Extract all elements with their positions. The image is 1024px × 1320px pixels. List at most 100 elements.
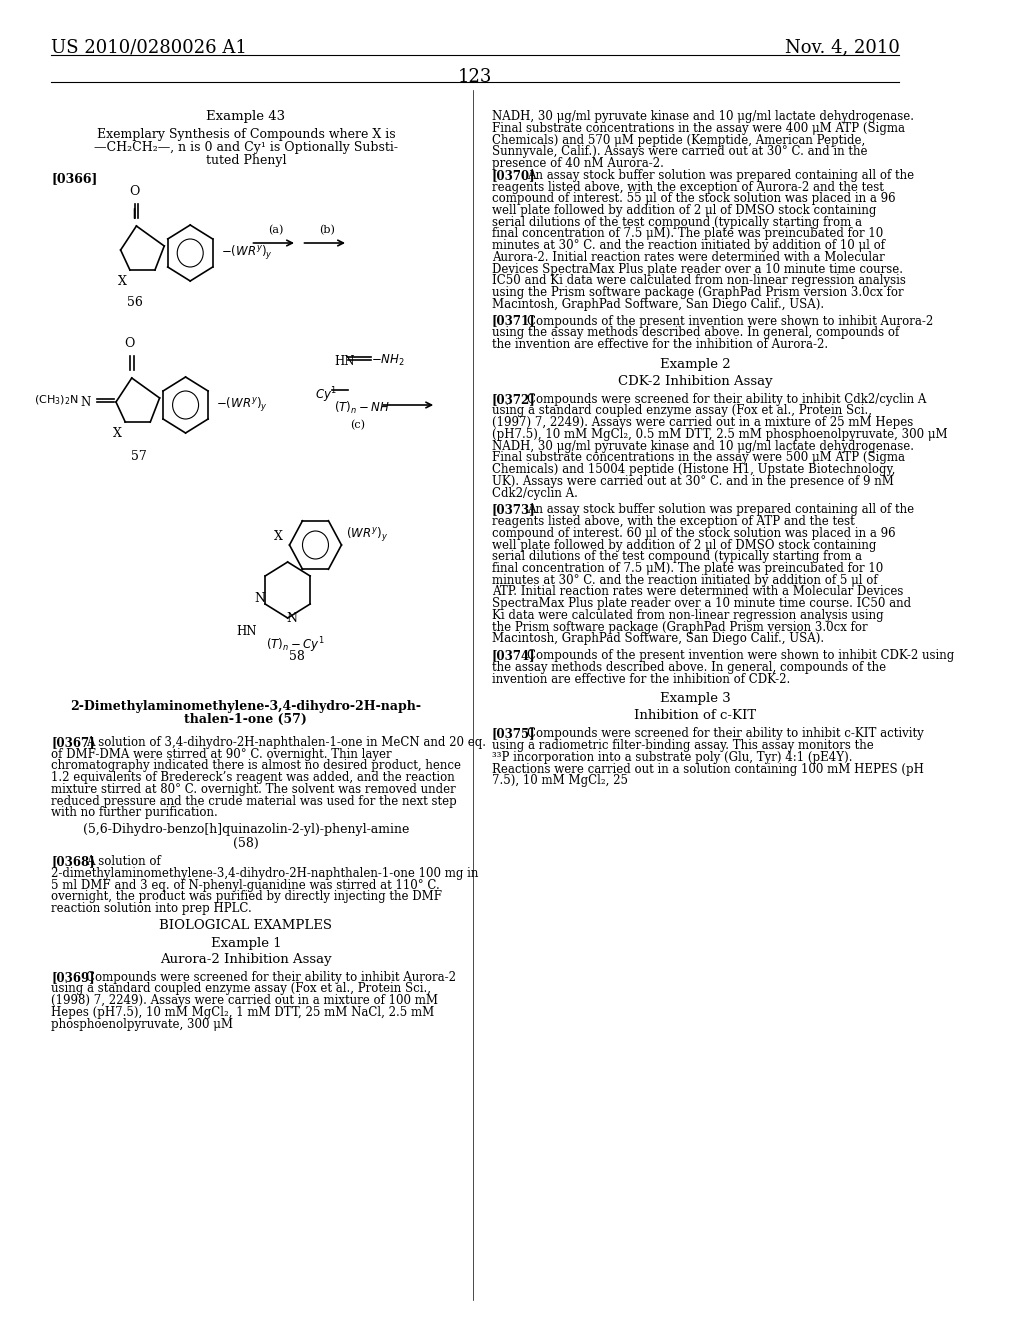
Text: well plate followed by addition of 2 μl of DMSO stock containing: well plate followed by addition of 2 μl … xyxy=(492,205,877,216)
Text: tuted Phenyl: tuted Phenyl xyxy=(206,154,286,168)
Text: UK). Assays were carried out at 30° C. and in the presence of 9 nM: UK). Assays were carried out at 30° C. a… xyxy=(492,475,894,488)
Text: the Prism software package (GraphPad Prism version 3.0cx for: the Prism software package (GraphPad Pri… xyxy=(492,620,867,634)
Text: Nov. 4, 2010: Nov. 4, 2010 xyxy=(785,38,900,55)
Text: [0374]: [0374] xyxy=(492,649,536,663)
Text: Compounds were screened for their ability to inhibit Cdk2/cyclin A: Compounds were screened for their abilit… xyxy=(527,393,927,405)
Text: O: O xyxy=(125,337,135,350)
Text: Aurora-2. Initial reaction rates were determined with a Molecular: Aurora-2. Initial reaction rates were de… xyxy=(492,251,885,264)
Text: minutes at 30° C. and the reaction initiated by addition of 5 μl of: minutes at 30° C. and the reaction initi… xyxy=(492,574,878,586)
Text: NADH, 30 μg/ml pyruvate kinase and 10 μg/ml lactate dehydrogenase.: NADH, 30 μg/ml pyruvate kinase and 10 μg… xyxy=(492,440,913,453)
Text: $-(WR^y)_y$: $-(WR^y)_y$ xyxy=(216,396,268,414)
Text: N: N xyxy=(81,396,91,408)
Text: Final substrate concentrations in the assay were 400 μM ATP (Sigma: Final substrate concentrations in the as… xyxy=(492,121,905,135)
Text: NADH, 30 μg/ml pyruvate kinase and 10 μg/ml lactate dehydrogenase.: NADH, 30 μg/ml pyruvate kinase and 10 μg… xyxy=(492,110,913,123)
Text: [0368]: [0368] xyxy=(51,855,94,869)
Text: 2-Dimethylaminomethylene-3,4-dihydro-2H-naph-: 2-Dimethylaminomethylene-3,4-dihydro-2H-… xyxy=(71,700,422,713)
Text: reagents listed above, with the exception of Aurora-2 and the test: reagents listed above, with the exceptio… xyxy=(492,181,884,194)
Text: presence of 40 nM Aurora-2.: presence of 40 nM Aurora-2. xyxy=(492,157,664,170)
Text: Inhibition of c-KIT: Inhibition of c-KIT xyxy=(635,709,757,722)
Text: X: X xyxy=(114,426,122,440)
Text: [0372]: [0372] xyxy=(492,393,536,405)
Text: compound of interest. 55 μl of the stock solution was placed in a 96: compound of interest. 55 μl of the stock… xyxy=(492,193,895,205)
Text: Cdk2/cyclin A.: Cdk2/cyclin A. xyxy=(492,487,578,499)
Text: the invention are effective for the inhibition of Aurora-2.: the invention are effective for the inhi… xyxy=(492,338,827,351)
Text: (pH7.5), 10 mM MgCl₂, 0.5 mM DTT, 2.5 mM phosphoenolpyruvate, 300 μM: (pH7.5), 10 mM MgCl₂, 0.5 mM DTT, 2.5 mM… xyxy=(492,428,947,441)
Text: serial dilutions of the test compound (typically starting from a: serial dilutions of the test compound (t… xyxy=(492,550,862,564)
Text: BIOLOGICAL EXAMPLES: BIOLOGICAL EXAMPLES xyxy=(160,919,333,932)
Text: 1.2 equivalents of Bredereck’s reagent was added, and the reaction: 1.2 equivalents of Bredereck’s reagent w… xyxy=(51,771,455,784)
Text: US 2010/0280026 A1: US 2010/0280026 A1 xyxy=(51,38,247,55)
Text: with no further purification.: with no further purification. xyxy=(51,807,218,820)
Text: $\mathrm{(CH_3)_2N}$: $\mathrm{(CH_3)_2N}$ xyxy=(34,393,79,407)
Text: well plate followed by addition of 2 μl of DMSO stock containing: well plate followed by addition of 2 μl … xyxy=(492,539,877,552)
Text: Final substrate concentrations in the assay were 500 μM ATP (Sigma: Final substrate concentrations in the as… xyxy=(492,451,905,465)
Text: Hepes (pH7.5), 10 mM MgCl₂, 1 mM DTT, 25 mM NaCl, 2.5 mM: Hepes (pH7.5), 10 mM MgCl₂, 1 mM DTT, 25… xyxy=(51,1006,434,1019)
Text: reagents listed above, with the exception of ATP and the test: reagents listed above, with the exceptio… xyxy=(492,515,854,528)
Text: Example 3: Example 3 xyxy=(660,692,731,705)
Text: N: N xyxy=(287,611,298,624)
Text: 7.5), 10 mM MgCl₂, 25: 7.5), 10 mM MgCl₂, 25 xyxy=(492,775,628,787)
Text: reaction solution into prep HPLC.: reaction solution into prep HPLC. xyxy=(51,902,252,915)
Text: (c): (c) xyxy=(350,420,365,430)
Text: [0369]: [0369] xyxy=(51,970,94,983)
Text: using the assay methods described above. In general, compounds of: using the assay methods described above.… xyxy=(492,326,899,339)
Text: An assay stock buffer solution was prepared containing all of the: An assay stock buffer solution was prepa… xyxy=(527,169,914,182)
Text: $(T)_n-NH$: $(T)_n-NH$ xyxy=(334,400,390,416)
Text: A solution of: A solution of xyxy=(86,855,161,869)
Text: using a standard coupled enzyme assay (Fox et al., Protein Sci.,: using a standard coupled enzyme assay (F… xyxy=(492,404,871,417)
Text: SpectraMax Plus plate reader over a 10 minute time course. IC50 and: SpectraMax Plus plate reader over a 10 m… xyxy=(492,597,911,610)
Text: ³³P incorporation into a substrate poly (Glu, Tyr) 4:1 (pE4Y).: ³³P incorporation into a substrate poly … xyxy=(492,751,852,764)
Text: X: X xyxy=(118,275,127,288)
Text: Example 1: Example 1 xyxy=(211,937,282,950)
Text: 57: 57 xyxy=(131,450,147,463)
Text: (a): (a) xyxy=(268,224,284,235)
Text: (58): (58) xyxy=(233,837,259,850)
Text: 56: 56 xyxy=(127,296,142,309)
Text: X: X xyxy=(274,531,283,543)
Text: chromatography indicated there is almost no desired product, hence: chromatography indicated there is almost… xyxy=(51,759,461,772)
Text: 2-dimethylaminomethylene-3,4-dihydro-2H-naphthalen-1-one 100 mg in: 2-dimethylaminomethylene-3,4-dihydro-2H-… xyxy=(51,867,478,880)
Text: Chemicals) and 15004 peptide (Histone H1, Upstate Biotechnology,: Chemicals) and 15004 peptide (Histone H1… xyxy=(492,463,895,477)
Text: [0373]: [0373] xyxy=(492,503,536,516)
Text: Macintosh, GraphPad Software, San Diego Calif., USA).: Macintosh, GraphPad Software, San Diego … xyxy=(492,298,824,310)
Text: mixture stirred at 80° C. overnight. The solvent was removed under: mixture stirred at 80° C. overnight. The… xyxy=(51,783,456,796)
Text: overnight, the product was purified by directly injecting the DMF: overnight, the product was purified by d… xyxy=(51,890,442,903)
Text: final concentration of 7.5 μM). The plate was preincubated for 10: final concentration of 7.5 μM). The plat… xyxy=(492,227,883,240)
Text: (b): (b) xyxy=(319,224,335,235)
Text: Compounds were screened for their ability to inhibit Aurora-2: Compounds were screened for their abilit… xyxy=(86,970,457,983)
Text: final concentration of 7.5 μM). The plate was preincubated for 10: final concentration of 7.5 μM). The plat… xyxy=(492,562,883,576)
Text: [0366]: [0366] xyxy=(51,172,97,185)
Text: using a standard coupled enzyme assay (Fox et al., Protein Sci.,: using a standard coupled enzyme assay (F… xyxy=(51,982,431,995)
Text: compound of interest. 60 μl of the stock solution was placed in a 96: compound of interest. 60 μl of the stock… xyxy=(492,527,895,540)
Text: [0375]: [0375] xyxy=(492,727,536,741)
Text: $-NH_2$: $-NH_2$ xyxy=(371,352,406,367)
Text: Reactions were carried out in a solution containing 100 mM HEPES (pH: Reactions were carried out in a solution… xyxy=(492,763,924,776)
Text: HN: HN xyxy=(237,624,257,638)
Text: N: N xyxy=(254,591,265,605)
Text: CDK-2 Inhibition Assay: CDK-2 Inhibition Assay xyxy=(618,375,773,388)
Text: HN: HN xyxy=(334,355,354,368)
Text: $(T)_n-Cy^1$: $(T)_n-Cy^1$ xyxy=(266,635,325,655)
Text: Ki data were calculated from non-linear regression analysis using: Ki data were calculated from non-linear … xyxy=(492,609,884,622)
Text: reduced pressure and the crude material was used for the next step: reduced pressure and the crude material … xyxy=(51,795,457,808)
Text: [0371]: [0371] xyxy=(492,314,536,327)
Text: (1997) 7, 2249). Assays were carried out in a mixture of 25 mM Hepes: (1997) 7, 2249). Assays were carried out… xyxy=(492,416,913,429)
Text: Sunnyvale, Calif.). Assays were carried out at 30° C. and in the: Sunnyvale, Calif.). Assays were carried … xyxy=(492,145,867,158)
Text: ATP. Initial reaction rates were determined with a Molecular Devices: ATP. Initial reaction rates were determi… xyxy=(492,586,903,598)
Text: Macintosh, GraphPad Software, San Diego Calif., USA).: Macintosh, GraphPad Software, San Diego … xyxy=(492,632,824,645)
Text: $-(WR^y)_y$: $-(WR^y)_y$ xyxy=(221,244,272,261)
Text: 58: 58 xyxy=(289,649,305,663)
Text: —CH₂CH₂—, n is 0 and Cy¹ is Optionally Substi-: —CH₂CH₂—, n is 0 and Cy¹ is Optionally S… xyxy=(94,141,398,154)
Text: 123: 123 xyxy=(458,69,493,86)
Text: $Cy^1$: $Cy^1$ xyxy=(315,385,338,405)
Text: the assay methods described above. In general, compounds of the: the assay methods described above. In ge… xyxy=(492,661,886,673)
Text: serial dilutions of the test compound (typically starting from a: serial dilutions of the test compound (t… xyxy=(492,215,862,228)
Text: 5 ml DMF and 3 eq. of N-phenyl-guanidine was stirred at 110° C.: 5 ml DMF and 3 eq. of N-phenyl-guanidine… xyxy=(51,879,439,891)
Text: minutes at 30° C. and the reaction initiated by addition of 10 μl of: minutes at 30° C. and the reaction initi… xyxy=(492,239,885,252)
Text: Devices SpectraMax Plus plate reader over a 10 minute time course.: Devices SpectraMax Plus plate reader ove… xyxy=(492,263,903,276)
Text: invention are effective for the inhibition of CDK-2.: invention are effective for the inhibiti… xyxy=(492,673,791,685)
Text: Example 2: Example 2 xyxy=(660,358,731,371)
Text: of DMF-DMA were stirred at 90° C. overnight. Thin layer: of DMF-DMA were stirred at 90° C. overni… xyxy=(51,747,391,760)
Text: O: O xyxy=(129,185,139,198)
Text: thalen-1-one (57): thalen-1-one (57) xyxy=(184,713,307,726)
